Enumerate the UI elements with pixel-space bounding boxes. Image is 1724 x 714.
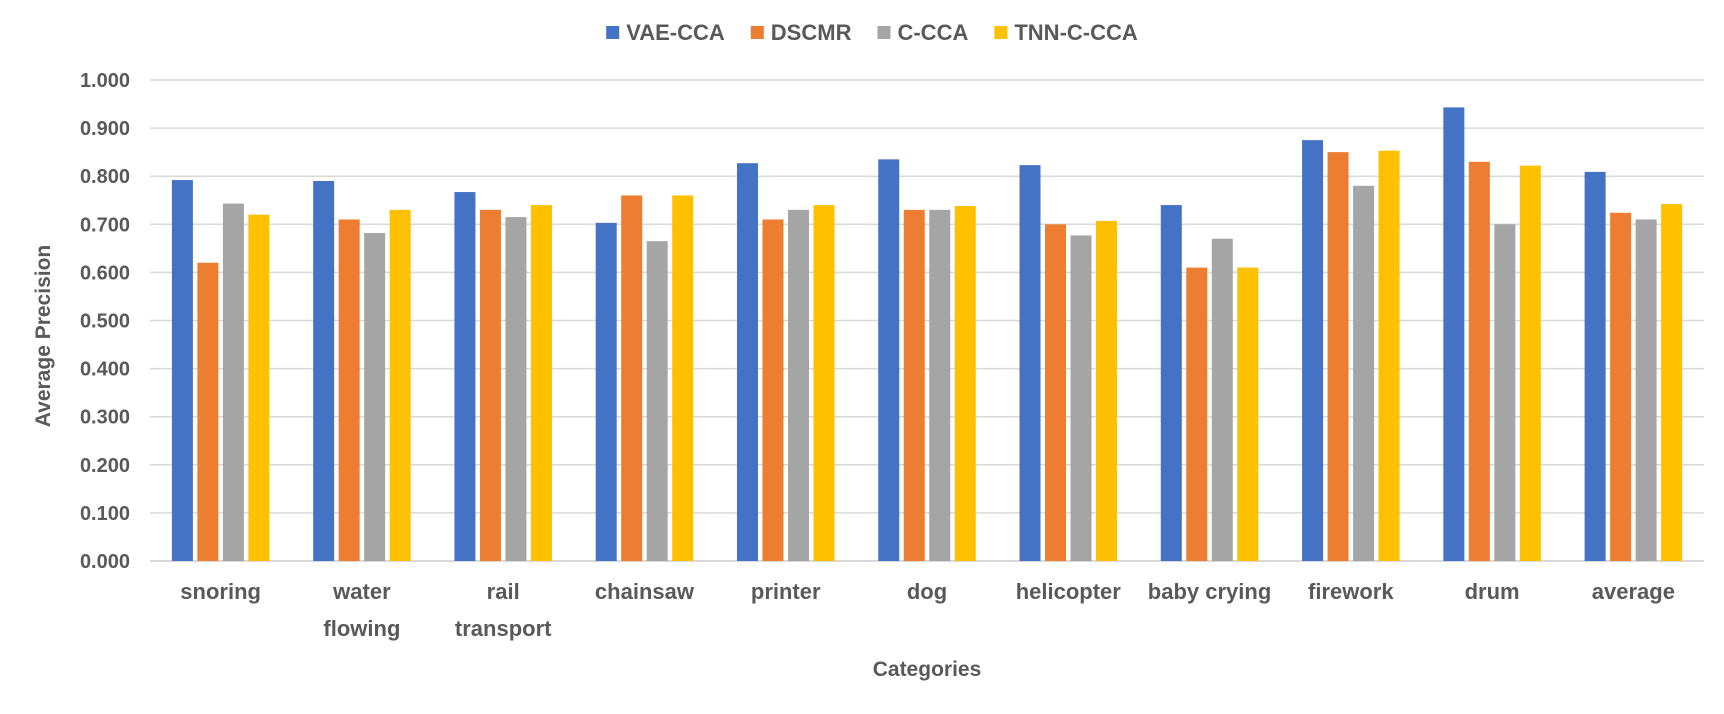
bar [1494,224,1516,562]
y-tick-label: 0.500 [80,311,130,333]
y-tick-label: 0.400 [80,359,130,381]
bar [454,192,476,561]
y-tick-label: 0.700 [80,214,130,236]
bar [338,219,360,562]
y-axis-ticks: 0.000 0.100 0.200 0.300 0.400 0.500 0.600 0.700… [80,70,130,573]
bar [1327,152,1349,561]
bar [1519,165,1541,561]
y-axis-title: Average Precision [32,245,55,427]
bar [1186,267,1208,561]
bar [1019,165,1041,561]
x-tick-label: printer [751,579,821,604]
y-tick-label: 0.000 [80,551,130,573]
bar [878,159,900,561]
bar [479,209,501,561]
x-tick-label: rail [487,579,520,604]
bar [1096,220,1118,561]
y-tick-label: 0.300 [80,407,130,429]
x-tick-label: chainsaw [595,579,695,604]
x-tick-label: flowing [323,616,400,641]
bar [595,222,617,562]
legend-swatch [994,26,1008,39]
bar [1353,185,1375,561]
legend-label: VAE-CCA [626,20,725,45]
bar [313,181,335,561]
legend: VAE-CCA DSCMR C-CCA TNN-C-CCA [606,20,1138,45]
x-tick-label: drum [1465,579,1520,604]
bar [1302,140,1324,562]
bar [1070,235,1092,562]
legend-swatch [606,26,620,39]
y-tick-label: 0.100 [80,503,130,525]
bar [364,232,386,561]
legend-label: C-CCA [897,20,968,45]
x-tick-label: helicopter [1016,579,1122,604]
y-tick-label: 0.900 [80,118,130,140]
x-tick-label: baby crying [1148,579,1271,604]
bar [530,205,552,561]
x-tick-label: transport [455,616,552,641]
x-tick-label: average [1592,579,1675,604]
x-tick-label: snoring [180,579,261,604]
y-tick-label: 0.600 [80,262,130,284]
bar [505,217,527,561]
bar [1443,107,1465,562]
bar [954,206,976,561]
bar [1045,224,1067,562]
bar [762,219,784,562]
bar [1160,205,1182,561]
legend-label: TNN-C-CCA [1014,20,1138,45]
bar [197,262,219,561]
bar [389,209,411,561]
bar [171,180,193,562]
bar [1635,219,1657,562]
x-tick-label: firework [1308,579,1394,604]
bar [646,241,668,561]
bar [903,209,925,561]
y-tick-label: 0.800 [80,166,130,188]
bar [1584,171,1606,561]
bar [248,214,270,561]
bar [1661,204,1683,561]
bar [813,205,835,561]
bar [929,209,951,561]
bar [672,195,694,561]
bars [171,107,1683,562]
bar [621,195,643,561]
bar [1468,161,1490,561]
bar [1237,267,1259,561]
bar [1211,238,1233,562]
x-tick-label: dog [907,579,947,604]
legend-swatch [877,26,891,39]
y-tick-label: 1.000 [80,70,130,92]
bar [222,203,244,561]
x-tick-label: water [332,579,391,604]
bar [787,209,809,561]
x-axis-ticks: snoring water flowing rail transport chainsaw… [180,579,1675,641]
y-tick-label: 0.200 [80,455,130,477]
legend-swatch [750,26,764,39]
bar [736,163,758,561]
bar [1610,212,1632,561]
bar [1378,150,1400,561]
x-axis-title: Categories [873,658,982,681]
legend-label: DSCMR [771,20,852,45]
